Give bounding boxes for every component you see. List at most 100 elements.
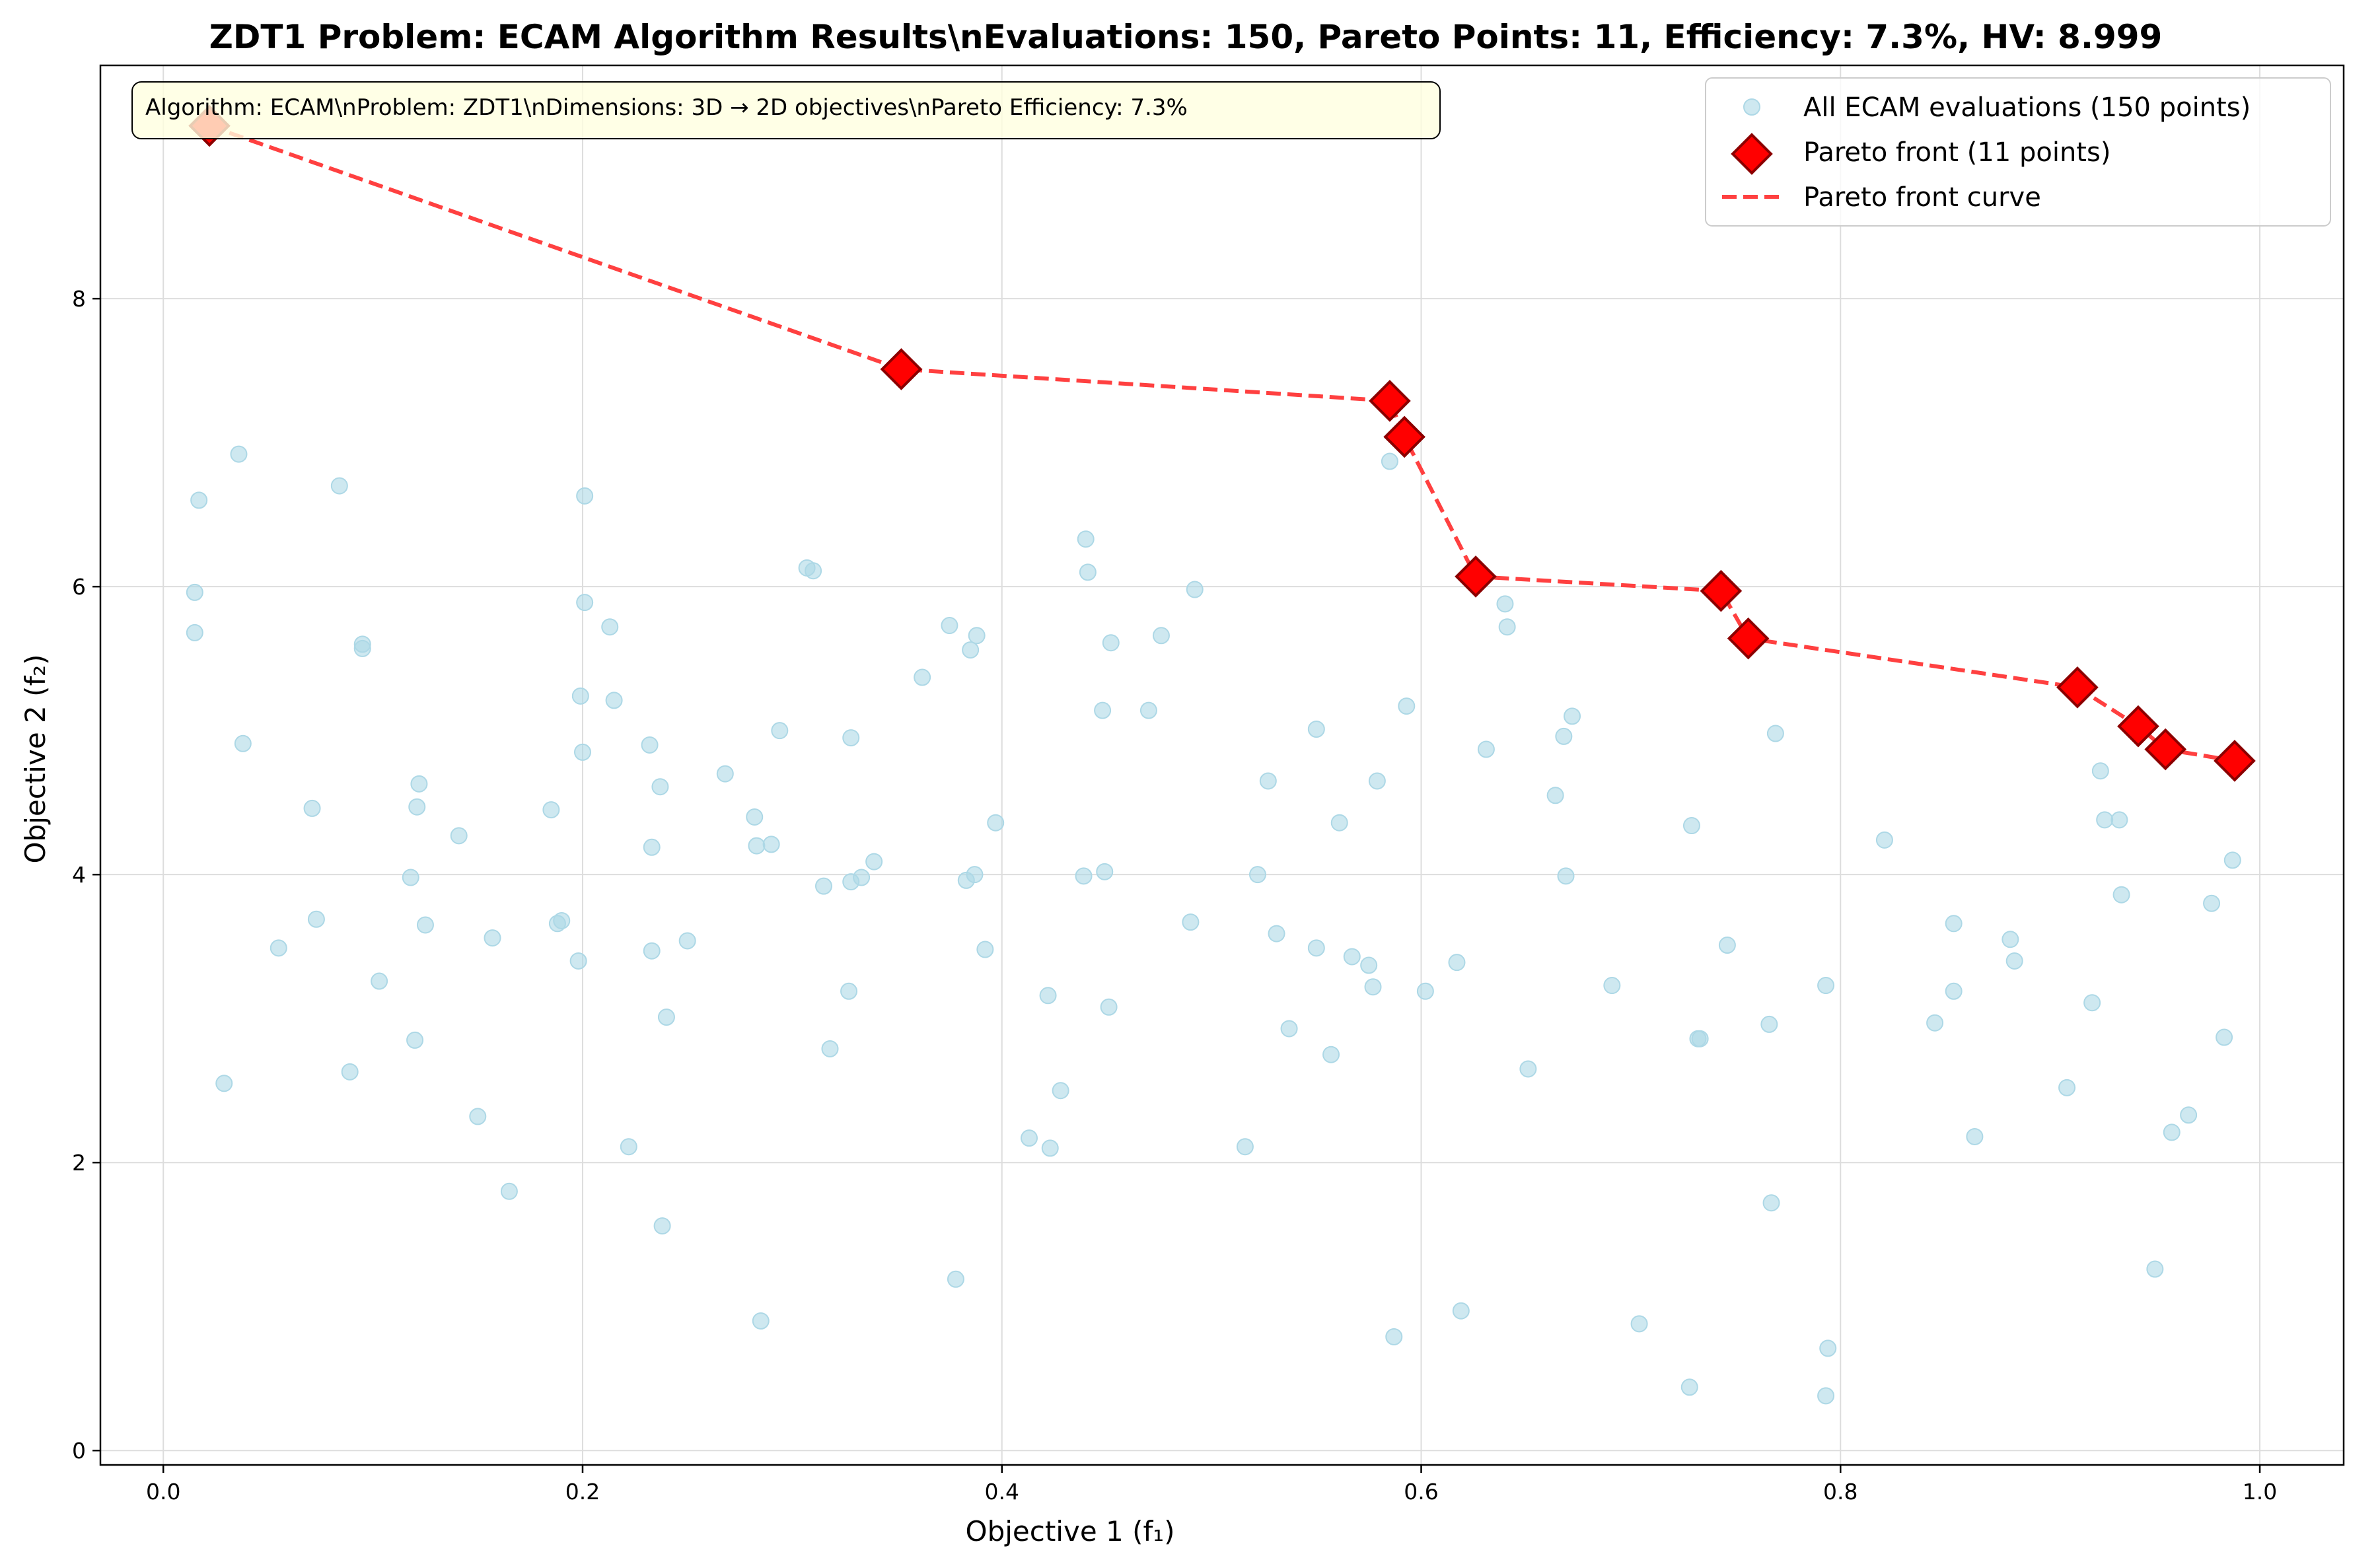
evaluation-point (341, 1063, 359, 1081)
evaluation-point (1385, 1328, 1403, 1345)
evaluation-point (1546, 787, 1564, 804)
pareto-point (1727, 617, 1770, 660)
y-tick-label: 6 (72, 574, 86, 600)
pareto-point (880, 348, 923, 390)
evaluation-point (1762, 1194, 1780, 1212)
evaluation-point (1102, 634, 1120, 652)
evaluation-point (2058, 1079, 2076, 1096)
evaluation-point (1564, 707, 1581, 725)
evaluation-point (840, 982, 858, 1000)
evaluation-point (752, 1312, 770, 1330)
evaluation-point (947, 1270, 964, 1288)
evaluation-point (1945, 915, 1963, 933)
evaluation-point (643, 942, 661, 960)
evaluation-point (1139, 701, 1157, 719)
evaluation-point (1075, 867, 1093, 885)
evaluation-point (2005, 952, 2023, 970)
evaluation-point (500, 1182, 518, 1200)
evaluation-point (643, 838, 661, 856)
evaluation-point (1268, 925, 1285, 942)
evaluation-point (1096, 863, 1114, 880)
evaluation-point (1496, 595, 1514, 613)
legend-scatter-swatch (1743, 98, 1760, 116)
evaluation-point (2110, 811, 2128, 829)
evaluation-point (406, 1031, 424, 1049)
evaluation-point (842, 729, 860, 747)
y-tick-label: 0 (72, 1438, 86, 1464)
evaluation-point (2203, 894, 2221, 912)
evaluation-point (716, 765, 734, 783)
evaluation-point (853, 869, 871, 886)
evaluation-point (1498, 618, 1516, 636)
evaluation-point (234, 734, 252, 752)
pareto-point (1369, 380, 1411, 422)
evaluation-point (307, 910, 325, 928)
evaluation-point (576, 594, 594, 612)
evaluation-point (2146, 1260, 2164, 1278)
legend: All ECAM evaluations (150 points) Pareto… (1705, 77, 2331, 227)
evaluation-point (601, 618, 619, 636)
x-axis-label: Objective 1 (f₁) (966, 1515, 1175, 1547)
chart-title: ZDT1 Problem: ECAM Algorithm Results\nEv… (209, 18, 2163, 56)
evaluation-point (1603, 977, 1621, 995)
evaluation-point (2180, 1106, 2198, 1124)
evaluation-point (410, 775, 428, 793)
evaluation-point (1630, 1315, 1648, 1333)
evaluation-point (1094, 701, 1112, 719)
pareto-point (2117, 705, 2159, 748)
evaluation-point (1817, 1387, 1835, 1405)
evaluation-point (748, 837, 766, 855)
evaluation-point (1760, 1015, 1778, 1033)
y-tick-label: 4 (72, 862, 86, 888)
info-annotation-text: Algorithm: ECAM\nProblem: ZDT1\nDimensio… (145, 94, 1188, 121)
evaluation-point (1280, 1020, 1298, 1038)
evaluation-point (1307, 720, 1325, 738)
evaluation-point (330, 477, 348, 495)
evaluation-point (2163, 1123, 2181, 1141)
evaluation-point (190, 491, 208, 509)
evaluation-point (469, 1108, 487, 1125)
evaluation-point (814, 877, 832, 895)
evaluation-point (1682, 817, 1700, 835)
evaluation-point (1416, 982, 1434, 1000)
evaluation-point (573, 743, 591, 761)
plot-frame (99, 64, 2345, 1466)
legend-box (1705, 77, 2331, 227)
evaluation-point (821, 1040, 839, 1057)
evaluation-point (1182, 913, 1200, 931)
evaluation-point (576, 487, 594, 505)
evaluation-point (408, 798, 426, 816)
evaluation-point (2001, 931, 2019, 948)
legend-label-pareto-curve: Pareto front curve (1803, 182, 2041, 213)
evaluation-point (1364, 978, 1382, 996)
evaluation-point (571, 687, 589, 705)
evaluation-point (186, 623, 203, 641)
evaluation-point (2096, 811, 2114, 829)
evaluation-point (1875, 831, 1893, 849)
evaluation-point (1248, 866, 1266, 884)
evaluation-point (1477, 740, 1495, 758)
pareto-point (1455, 555, 1497, 598)
evaluation-point (620, 1138, 637, 1156)
evaluation-point (215, 1075, 233, 1092)
evaluation-point (1819, 1339, 1837, 1357)
evaluation-point (976, 941, 994, 958)
evaluation-point (1817, 977, 1835, 995)
evaluation-point (416, 916, 434, 934)
evaluation-point (746, 808, 764, 826)
info-box-background (131, 81, 1441, 139)
pareto-point (2214, 740, 2256, 782)
evaluation-point (966, 866, 984, 884)
grid-lines (100, 65, 2344, 1465)
pareto-point (1383, 415, 1425, 458)
evaluation-point (1343, 948, 1361, 966)
x-tick-label: 0.0 (146, 1479, 180, 1505)
evaluation-point (1259, 772, 1277, 790)
evaluation-point (1021, 1129, 1038, 1147)
evaluation-point (605, 692, 623, 709)
evaluation-point (1152, 627, 1170, 645)
evaluation-point (805, 562, 822, 580)
evaluation-point (865, 853, 883, 871)
evaluation-point (2216, 1028, 2233, 1046)
pareto-point (1700, 569, 1743, 612)
